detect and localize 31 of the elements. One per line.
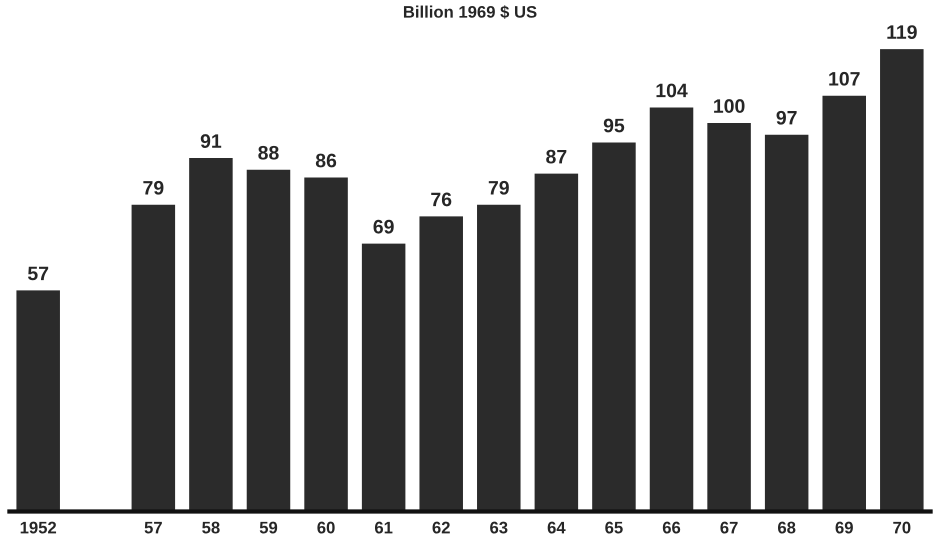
x-tick-label: 65 <box>605 522 623 534</box>
data-label: 104 <box>656 84 688 98</box>
data-label: 95 <box>604 118 624 132</box>
data-label: 100 <box>714 99 745 113</box>
data-label: 76 <box>431 192 452 206</box>
x-tick-label: 70 <box>893 522 910 534</box>
x-tick-label: 59 <box>260 522 278 534</box>
chart-title: Billion 1969 $ US <box>404 5 537 19</box>
data-label: 91 <box>200 134 222 148</box>
x-tick-label: 68 <box>778 522 796 534</box>
x-tick-label: 60 <box>317 522 335 534</box>
x-tick-label: 66 <box>662 522 680 534</box>
data-label: 79 <box>143 180 164 195</box>
x-tick-label: 69 <box>836 522 853 534</box>
data-label: 69 <box>374 220 394 234</box>
data-label: 88 <box>258 146 279 160</box>
x-tick-label: 62 <box>432 522 450 534</box>
data-label: 86 <box>316 154 336 168</box>
data-label: 57 <box>28 266 48 280</box>
x-tick-label: 64 <box>548 522 566 534</box>
data-label: 87 <box>546 150 566 164</box>
data-label: 107 <box>829 72 860 86</box>
data-label: 119 <box>887 25 917 39</box>
x-tick-label: 57 <box>144 522 162 534</box>
data-label: 79 <box>488 180 509 195</box>
x-tick-label: 61 <box>374 522 392 534</box>
x-tick-label: 67 <box>720 522 738 534</box>
x-tick-label: 1952 <box>20 522 56 534</box>
x-tick-label: 58 <box>202 522 220 534</box>
x-tick-label: 63 <box>490 522 508 534</box>
data-label: 97 <box>776 110 797 125</box>
